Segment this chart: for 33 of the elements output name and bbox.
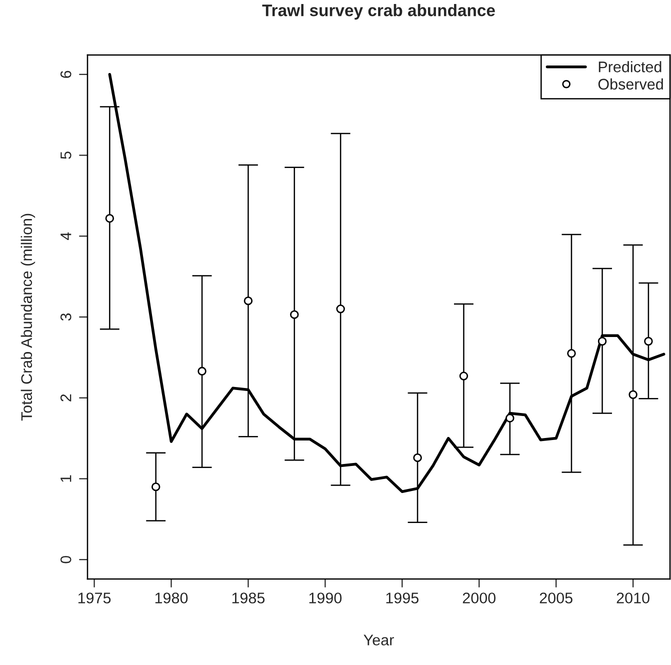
x-axis-title: Year <box>364 634 394 646</box>
point <box>506 414 514 422</box>
y-tick-label: 3 <box>60 313 72 321</box>
x-tick-label: 1985 <box>232 592 265 604</box>
point <box>198 366 206 376</box>
point <box>413 453 422 462</box>
point <box>598 336 607 346</box>
point <box>644 336 653 346</box>
point <box>105 214 114 223</box>
legend-label: Predicted <box>598 61 662 72</box>
y-tick-label: 4 <box>60 232 72 240</box>
point <box>336 304 345 314</box>
y-tick-label: 2 <box>60 394 72 402</box>
x-tick-label: 2005 <box>540 592 572 604</box>
y-tick-label: 5 <box>60 152 72 159</box>
y-tick-label: 1 <box>60 475 72 482</box>
point <box>567 349 576 358</box>
x-tick-label: 1990 <box>309 592 342 604</box>
point <box>628 390 638 399</box>
y-axis-title: Total Crab Abundance (million) <box>20 214 36 421</box>
x-tick-label: 2000 <box>462 592 496 604</box>
legend-label: Observed <box>598 78 663 90</box>
point <box>244 296 253 306</box>
x-tick-label: 1980 <box>155 592 188 604</box>
point <box>290 310 299 319</box>
y-tick-label: 0 <box>60 556 72 564</box>
y-tick-label: 6 <box>60 70 72 78</box>
x-tick-label: 1975 <box>78 592 111 604</box>
chart-title: Trawl survey crab abundance <box>262 4 495 20</box>
point <box>151 482 160 492</box>
x-tick-label: 2010 <box>616 592 650 604</box>
point <box>459 372 468 380</box>
x-tick-label: 1995 <box>386 592 419 604</box>
